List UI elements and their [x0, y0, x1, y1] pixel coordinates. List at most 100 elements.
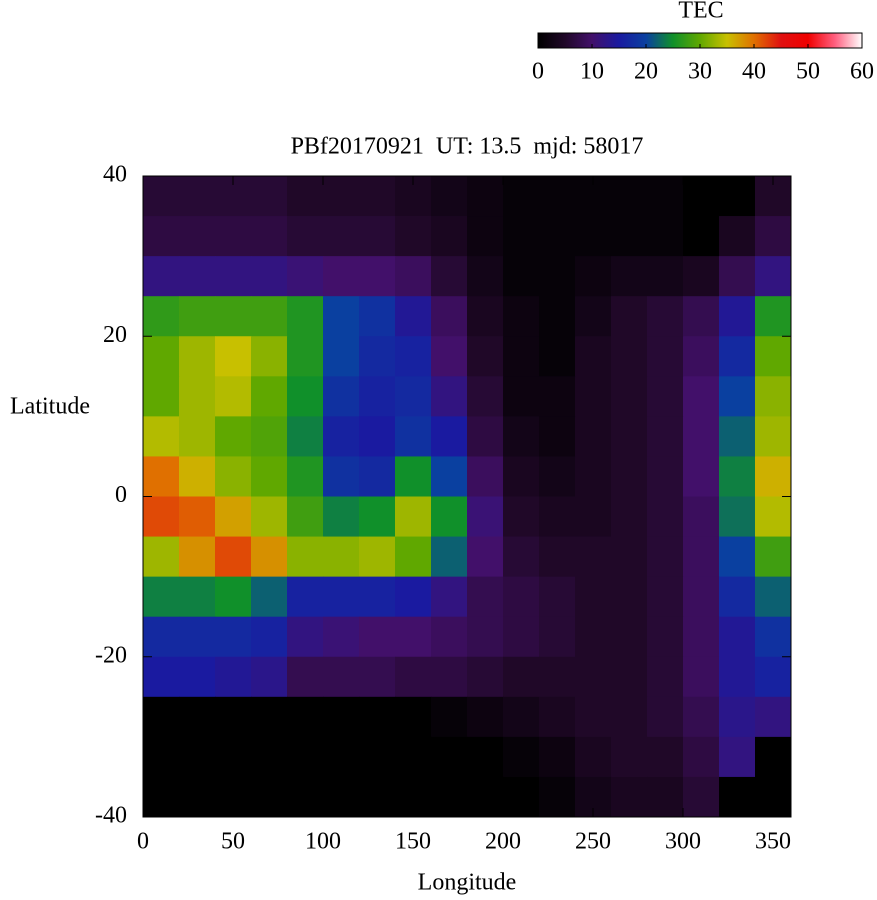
- heatmap-cell: [287, 616, 324, 658]
- heatmap-cell: [359, 616, 396, 658]
- heatmap-cell: [719, 616, 756, 658]
- heatmap-cell: [503, 576, 540, 618]
- heatmap-cell: [755, 696, 792, 738]
- heatmap-cell: [647, 656, 684, 698]
- x-tick-label: 100: [305, 829, 341, 855]
- heatmap-cell: [215, 456, 252, 497]
- heatmap-cell: [179, 576, 216, 618]
- heatmap-cell: [503, 736, 540, 778]
- x-tick-label: 200: [485, 829, 521, 855]
- heatmap-cell: [143, 376, 180, 417]
- heatmap-cell: [359, 376, 396, 417]
- y-tick-label: 40: [103, 162, 127, 188]
- heatmap-cell: [179, 536, 216, 578]
- heatmap-cell: [611, 256, 648, 297]
- heatmap-cell: [143, 296, 180, 337]
- heatmap-cell: [323, 336, 360, 377]
- colorbar-tick-label: 60: [850, 59, 874, 85]
- heatmap-cell: [755, 456, 792, 497]
- heatmap-cell: [755, 576, 792, 618]
- heatmap-cell: [539, 216, 576, 257]
- heatmap-cell: [503, 296, 540, 337]
- heatmap-cell: [323, 616, 360, 658]
- heatmap-cell: [287, 416, 324, 457]
- heatmap-cell: [431, 336, 468, 377]
- colorbar-tick-label: 10: [580, 59, 604, 85]
- heatmap-cell: [323, 296, 360, 337]
- heatmap-cell: [503, 376, 540, 417]
- heatmap-cell: [575, 416, 612, 457]
- heatmap-cell: [467, 456, 504, 497]
- heatmap-cell: [215, 416, 252, 457]
- heatmap-cell: [323, 176, 360, 217]
- heatmap-cell: [683, 616, 720, 658]
- heatmap-cell: [395, 256, 432, 297]
- heatmap-cell: [143, 696, 180, 738]
- heatmap-cell: [251, 176, 288, 217]
- heatmap-cell: [215, 736, 252, 778]
- colorbar-label: TEC: [678, 0, 723, 24]
- heatmap-cell: [179, 656, 216, 698]
- heatmap-cell: [287, 776, 324, 818]
- heatmap-cell: [539, 176, 576, 217]
- heatmap-cell: [647, 176, 684, 217]
- heatmap-cell: [539, 696, 576, 738]
- heatmap-cell: [611, 776, 648, 818]
- heatmap-cell: [251, 776, 288, 818]
- heatmap-cell: [719, 656, 756, 698]
- heatmap-cell: [143, 336, 180, 377]
- heatmap-cell: [539, 296, 576, 337]
- heatmap-cell: [215, 376, 252, 417]
- heatmap-cell: [323, 536, 360, 578]
- heatmap-cell: [611, 176, 648, 217]
- heatmap-cell: [287, 656, 324, 698]
- heatmap-cell: [719, 216, 756, 257]
- heatmap-cell: [287, 736, 324, 778]
- heatmap-cell: [539, 776, 576, 818]
- heatmap-cell: [431, 616, 468, 658]
- heatmap-cell: [359, 336, 396, 377]
- x-axis-label: Longitude: [418, 870, 517, 896]
- heatmap-cell: [539, 656, 576, 698]
- heatmap-cell: [215, 496, 252, 538]
- y-tick-label: 20: [103, 322, 127, 348]
- heatmap-cell: [539, 576, 576, 618]
- heatmap-cell: [251, 456, 288, 497]
- heatmap-cell: [431, 176, 468, 217]
- heatmap-cell: [359, 496, 396, 538]
- heatmap-cell: [143, 416, 180, 457]
- heatmap-cell: [467, 776, 504, 818]
- heatmap-cell: [323, 576, 360, 618]
- heatmap-cell: [251, 216, 288, 257]
- heatmap-cell: [755, 256, 792, 297]
- heatmap-cell: [143, 496, 180, 538]
- heatmap-cell: [323, 376, 360, 417]
- heatmap-cell: [683, 776, 720, 818]
- heatmap-cell: [467, 736, 504, 778]
- heatmap-cell: [179, 336, 216, 377]
- heatmap-cell: [611, 656, 648, 698]
- heatmap-cell: [467, 656, 504, 698]
- heatmap-cell: [359, 416, 396, 457]
- heatmap-cell: [467, 576, 504, 618]
- heatmap-cell: [755, 376, 792, 417]
- heatmap-cell: [359, 296, 396, 337]
- heatmap-cell: [287, 176, 324, 217]
- heatmap-cell: [503, 336, 540, 377]
- heatmap-cell: [431, 496, 468, 538]
- heatmap-cell: [647, 216, 684, 257]
- heatmap-cell: [575, 696, 612, 738]
- heatmap-cell: [503, 256, 540, 297]
- heatmap-cell: [719, 736, 756, 778]
- heatmap-cell: [575, 656, 612, 698]
- heatmap-cell: [683, 416, 720, 457]
- heatmap-cell: [503, 616, 540, 658]
- heatmap-cell: [755, 656, 792, 698]
- heatmap-cell: [539, 496, 576, 538]
- heatmap-cell: [503, 696, 540, 738]
- heatmap-cell: [755, 736, 792, 778]
- heatmap-cell: [323, 456, 360, 497]
- heatmap-cell: [503, 496, 540, 538]
- heatmap-cell: [611, 496, 648, 538]
- heatmap-cell: [575, 256, 612, 297]
